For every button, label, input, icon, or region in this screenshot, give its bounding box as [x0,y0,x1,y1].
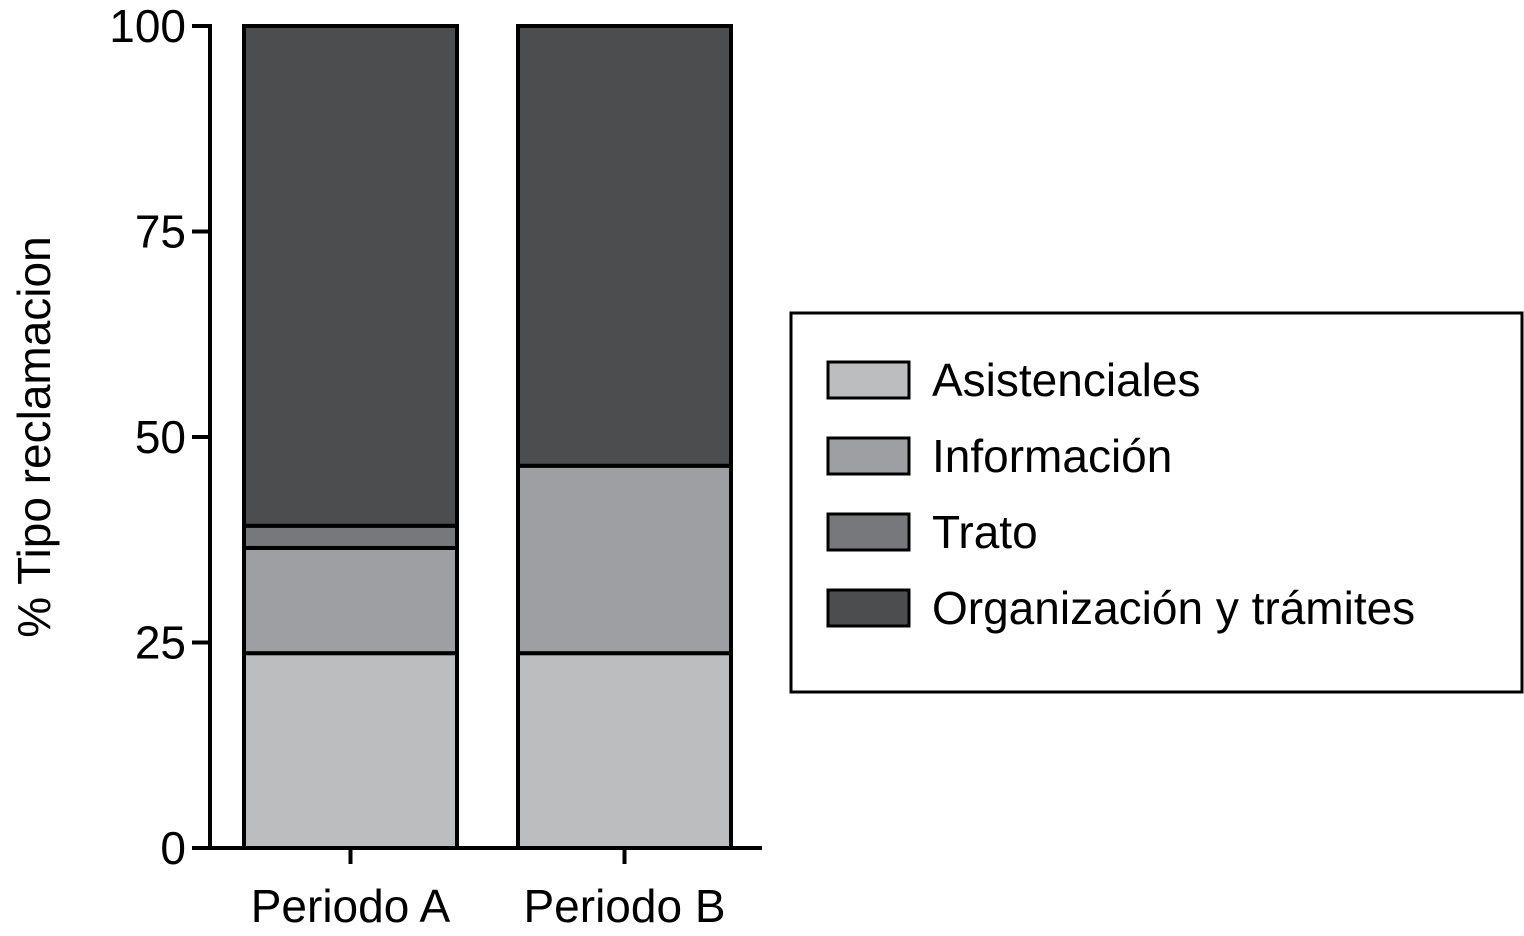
legend-swatch [826,436,911,476]
legend-swatch [826,512,911,552]
legend-label: Trato [932,506,1038,558]
bar-segment-0-2 [242,523,459,550]
y-axis-label: % Tipo reclamacion [8,236,60,637]
legend-label: Información [932,430,1172,482]
legend: Asistenciales Información Trato Organizació… [789,311,1524,694]
legend-box [789,311,1524,694]
axes: Periodo A Periodo B 0 25 50 75 100 [109,0,762,932]
y-tick-label: 25 [135,617,186,669]
legend-swatch [826,360,911,400]
bar-segment-1-3 [516,24,733,468]
y-tick-label: 0 [160,822,186,874]
bar-segment-0-0 [242,651,459,850]
bar-segment-0-3 [242,24,459,528]
bar-segment-1-0 [516,651,733,850]
y-tick-label: 100 [109,0,186,52]
y-tick-label: 50 [135,411,186,463]
legend-label: Organización y trámites [932,582,1415,634]
legend-swatch [826,588,911,628]
x-tick-label: Periodo A [251,880,451,932]
legend-label: Asistenciales [932,354,1200,406]
bar-segment-0-1 [242,545,459,656]
bar-segment-1-1 [516,463,733,656]
x-tick-label: Periodo B [523,880,725,932]
bars [242,24,733,850]
y-tick-label: 75 [135,206,186,258]
